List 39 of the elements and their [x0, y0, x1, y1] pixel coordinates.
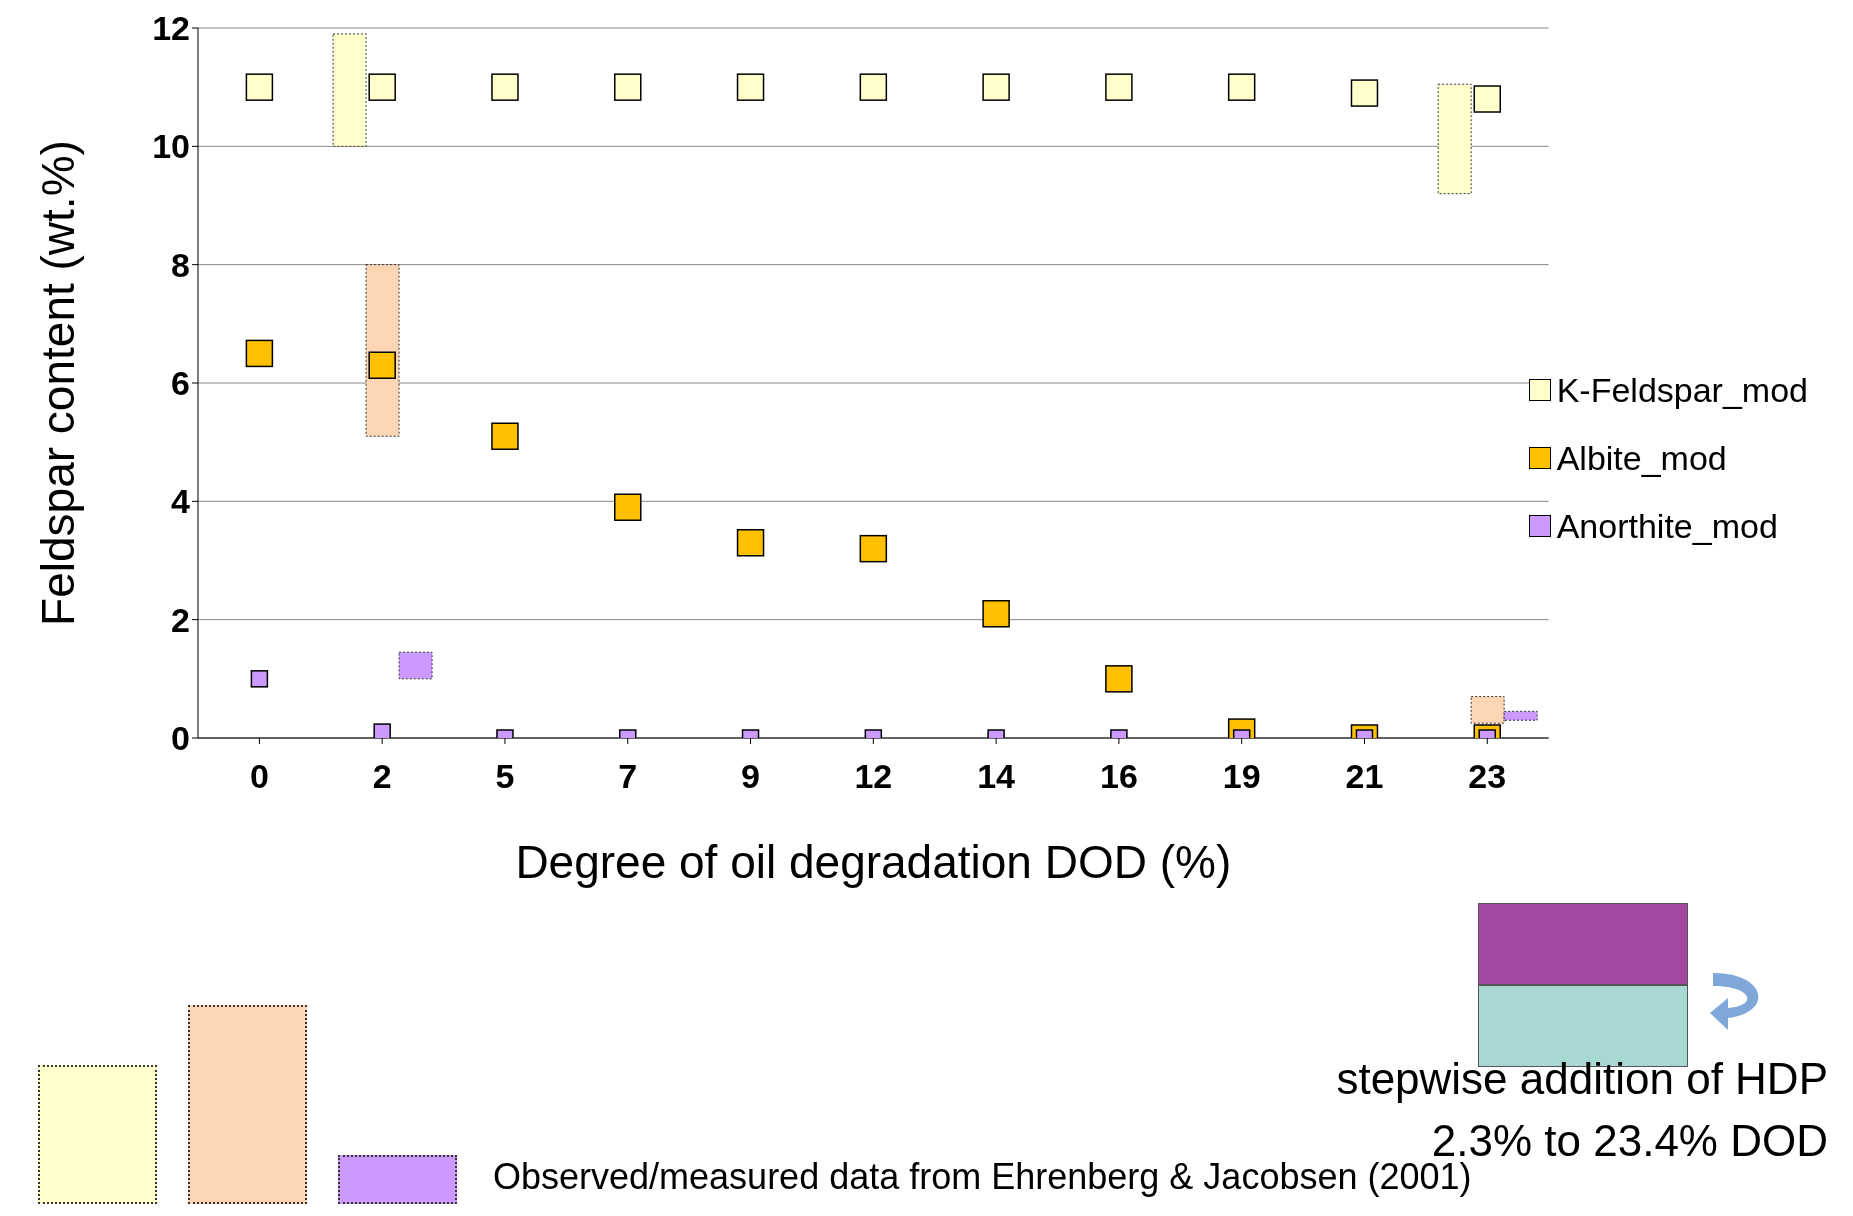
- point: [859, 73, 888, 101]
- x-tick-label: 14: [977, 757, 1016, 796]
- point: [1473, 85, 1502, 113]
- point: [614, 73, 642, 101]
- x-tick-label: 23: [1468, 757, 1507, 796]
- point: [245, 73, 274, 101]
- legend-label: Anorthite_mod: [1556, 506, 1778, 547]
- point: [1227, 73, 1256, 101]
- point: [982, 73, 1010, 101]
- point: [245, 339, 274, 368]
- point: [1350, 79, 1379, 107]
- point: [1105, 73, 1133, 101]
- y-tick-label: 4: [171, 482, 191, 521]
- point: [736, 73, 765, 101]
- text: stepwise addition of HDP: [1336, 1053, 1828, 1105]
- x-tick-label: 5: [495, 757, 515, 796]
- x-tick-label: 7: [618, 757, 638, 796]
- x-tick-label: 19: [1222, 757, 1261, 796]
- point: [368, 73, 396, 101]
- point: [368, 351, 396, 379]
- bar: [1437, 83, 1472, 195]
- y-tick-label: 2: [171, 600, 190, 639]
- x-tick-label: 12: [854, 757, 893, 796]
- x-tick-label: 9: [741, 757, 760, 796]
- y-tick-label: 8: [171, 245, 190, 284]
- legend-label: Albite_mod: [1556, 438, 1727, 479]
- x-tick-label: 16: [1099, 757, 1138, 796]
- legend-label: K-Feldspar_mod: [1556, 370, 1808, 411]
- y-axis-title: Feldspar content (wt.%): [32, 140, 85, 626]
- x-tick-label: 21: [1345, 757, 1384, 796]
- x-tick-label: 0: [249, 757, 269, 796]
- y-tick-label: 6: [171, 364, 190, 403]
- y-tick-label: 0: [171, 719, 190, 758]
- x-axis-title: Degree of oil degradation DOD (%): [515, 836, 1232, 888]
- y-tick-label: 12: [152, 9, 190, 48]
- x-tick-label: 2: [372, 757, 392, 796]
- bar: [398, 651, 433, 680]
- y-tick-label: 10: [152, 127, 190, 166]
- point: [491, 73, 519, 101]
